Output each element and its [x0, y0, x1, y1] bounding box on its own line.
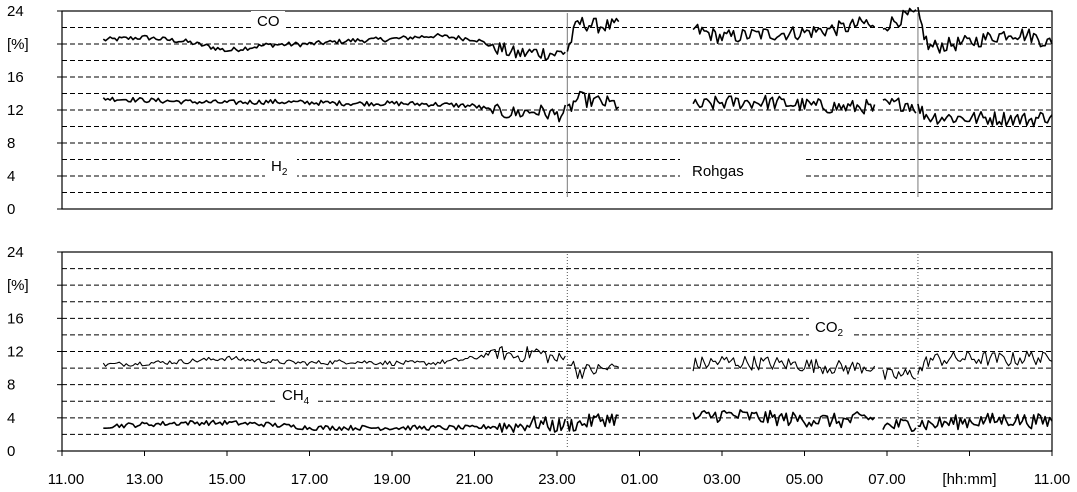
annotation-rohgas: Rohgas — [692, 163, 744, 180]
y-tick-label: 24 — [7, 3, 24, 20]
y-tick-label: 16 — [7, 69, 24, 86]
series-line-co — [102, 33, 566, 61]
x-tick-label: 23.00 — [538, 471, 576, 488]
y-tick-label: 12 — [7, 344, 24, 361]
series-line-ch4 — [692, 409, 876, 429]
x-tick-label: 21.00 — [456, 471, 494, 488]
series-line-co2 — [692, 355, 876, 375]
x-tick-label: 15.00 — [208, 471, 246, 488]
y-tick-label: 0 — [7, 443, 15, 460]
x-tick-label: 19.00 — [373, 471, 411, 488]
y-tick-label: 24 — [7, 244, 24, 261]
y-tick-label: 8 — [7, 135, 15, 152]
series-line-h2 — [882, 97, 917, 114]
y-tick-label: [%] — [7, 36, 29, 53]
series-line-co — [566, 16, 620, 52]
series-label-bg — [809, 317, 851, 339]
series-line-co2 — [882, 368, 917, 380]
series-line-ch4 — [103, 415, 567, 433]
series-line-co2 — [102, 346, 566, 367]
series-label-bg — [251, 11, 285, 33]
x-tick-label: 11.00 — [48, 471, 84, 488]
y-tick-label: 0 — [7, 201, 15, 218]
series-line-co2 — [917, 350, 1053, 375]
y-tick-label: [%] — [7, 277, 29, 294]
annotation-bg — [680, 159, 806, 183]
x-tick-label: 17.00 — [291, 471, 329, 488]
series-line-co — [692, 16, 876, 44]
series-line-ch4 — [917, 412, 1053, 431]
series-line-co — [917, 6, 1053, 54]
x-tick-label: 11.00 — [1034, 471, 1070, 488]
y-tick-label: 4 — [7, 410, 15, 427]
bottom-panel: 0 4 8 12 16 [%] 24 CO2 CH4 11.00 13.00 15.00 17.00 19… — [7, 244, 1070, 488]
series-label-co: CO — [257, 13, 280, 30]
series-line-co2 — [567, 360, 619, 380]
x-tick-label: 03.00 — [703, 471, 741, 488]
x-tick-label: 01.00 — [621, 471, 659, 488]
x-tick-label: [hh:mm] — [942, 471, 996, 488]
x-tick-label: 13.00 — [126, 471, 164, 488]
y-tick-label: 12 — [7, 102, 24, 119]
x-tick-label: 05.00 — [786, 471, 824, 488]
series-line-ch4 — [566, 413, 619, 432]
series-line-h2 — [917, 103, 1053, 128]
series-line-ch4 — [882, 418, 917, 432]
y-tick-label: 16 — [7, 310, 24, 327]
series-line-co — [882, 7, 917, 32]
series-label-bg — [276, 385, 318, 407]
y-tick-label: 4 — [7, 168, 15, 185]
series-line-h2 — [692, 94, 876, 115]
series-label-co2: CO2 — [815, 319, 844, 339]
series-line-h2 — [102, 96, 567, 123]
series-line-h2 — [566, 90, 620, 112]
x-tick-label: 07.00 — [868, 471, 906, 488]
series-label-bg — [265, 156, 297, 178]
y-tick-label: 8 — [7, 377, 15, 394]
series-label-ch4: CH4 — [282, 387, 310, 407]
